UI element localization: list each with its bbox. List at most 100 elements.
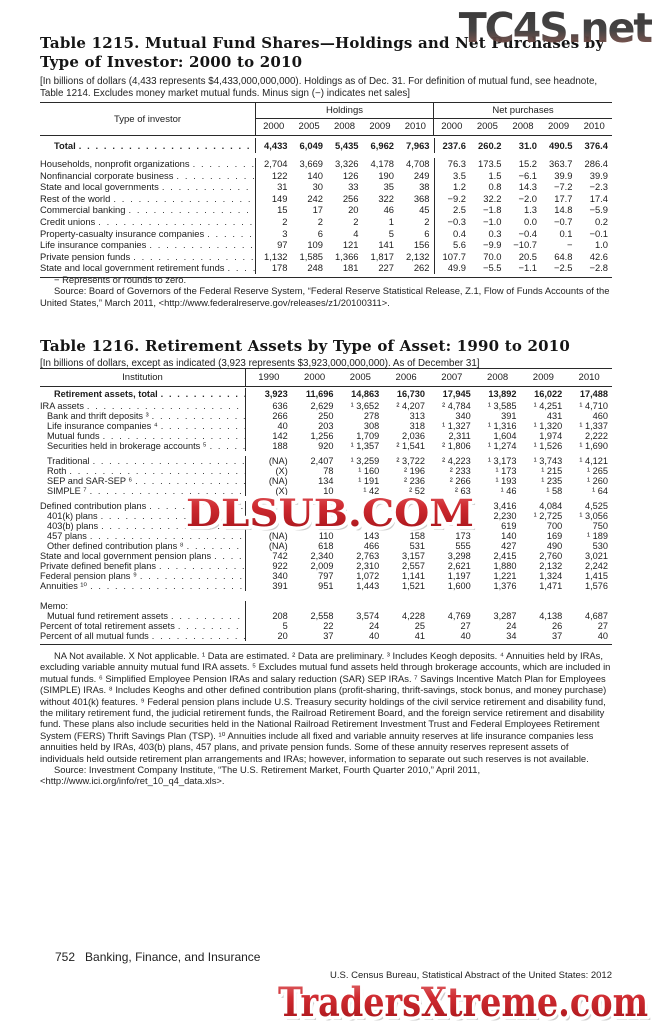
value-cell: ¹ 4,251 [533, 400, 563, 411]
group-label-holdings: Holdings [256, 103, 433, 119]
value-cell: 16,730 [396, 388, 425, 399]
value-cell: 0.8 [488, 181, 502, 193]
table-row: Rest of the world. . . . . . . . . . . .… [40, 192, 612, 205]
value-cell: (X) [275, 465, 288, 476]
row-label: Federal pension plans ⁹. . . . . . . . .… [40, 570, 246, 581]
value-cell: 20 [348, 204, 359, 216]
table-row: Private defined benefit plans. . . . . .… [40, 560, 612, 571]
dot-leader: . . . . . . . . . . . . . . . . . . . . … [101, 520, 245, 531]
value-cell: 750 [592, 520, 608, 531]
row-label: Bank and thrift deposits ³. . . . . . . … [40, 410, 246, 421]
value-cell: 618 [318, 540, 334, 551]
value-cell: 6 [317, 227, 323, 239]
year-header: 2000 [441, 121, 463, 132]
value-cell: 1,521 [402, 580, 425, 591]
value-cell: −5.9 [589, 204, 608, 216]
value-cell: −0.7 [553, 215, 573, 227]
value-cell: 20.5 [518, 250, 537, 262]
value-cell: 110 [318, 530, 334, 541]
table-1216: Institution 1990 2000 2005 2006 2007 2008 2009… [40, 368, 612, 645]
value-cell: 262 [398, 262, 435, 274]
table-row: Total. . . . . . . . . . . . . . . . . .… [40, 136, 612, 153]
dot-leader: . . . . . . . . . . . . . . . . . . . . … [207, 227, 255, 239]
value-cell: 14,863 [351, 388, 380, 399]
table-1215-source: Source: Board of Governors of the Federa… [40, 285, 610, 308]
row-label: Mutual funds. . . . . . . . . . . . . . … [40, 430, 246, 441]
value-cell: 1,817 [370, 250, 394, 262]
value-cell: 2,242 [585, 560, 608, 571]
dot-leader: . . . . . . . . . . . . . . . . . . . . … [69, 465, 245, 476]
value-cell: −6.1 [518, 169, 537, 181]
value-cell: 318 [409, 420, 425, 431]
dot-leader: . . . . . . . . . . . . . . . . . . . . … [133, 250, 255, 262]
value-cell: 2 [353, 215, 359, 227]
value-cell: 4,525 [585, 500, 608, 511]
value-cell: 531 [409, 540, 425, 551]
value-cell: ¹ 1,337 [579, 420, 608, 431]
value-cell: 4,708 [398, 158, 435, 170]
value-cell: ² 196 [404, 465, 425, 476]
value-cell: 951 [318, 580, 334, 591]
value-cell: 169 [546, 530, 563, 541]
dot-leader: . . . . . . . . . . . . . . . . . . . . … [92, 455, 245, 466]
value-cell: 2 [317, 215, 323, 227]
value-cell: 3 [282, 227, 288, 239]
value-cell: 2,036 [402, 430, 425, 441]
value-cell: 6,962 [370, 140, 394, 151]
value-cell: 0.3 [488, 227, 502, 239]
value-cell: 1,600 [447, 580, 471, 591]
dot-leader: . . . . . . . . . . . . . . . . . . . . … [160, 420, 245, 431]
value-cell: 39.9 [554, 169, 573, 181]
year-header: 2010 [583, 121, 605, 132]
value-cell: 31 [277, 181, 288, 193]
value-cell: 64.8 [554, 250, 573, 262]
value-cell: ¹ 1,526 [533, 440, 563, 451]
value-cell: 46 [383, 204, 394, 216]
value-cell: 31.0 [518, 140, 537, 151]
value-cell: 3,021 [585, 550, 608, 561]
row-label: Total. . . . . . . . . . . . . . . . . .… [40, 138, 256, 153]
value-cell: 5,435 [335, 140, 359, 151]
table-1216-stub-header: Institution [40, 369, 246, 386]
value-cell: ¹ 173 [495, 465, 517, 476]
value-cell: 920 [318, 440, 334, 451]
table-row: Life insurance companies ⁴. . . . . . . … [40, 420, 612, 431]
table-row: Mutual funds. . . . . . . . . . . . . . … [40, 430, 612, 441]
row-label: Private defined benefit plans. . . . . .… [40, 560, 246, 571]
value-cell: 17,488 [579, 388, 608, 399]
value-cell: 190 [378, 169, 394, 181]
value-cell: 466 [363, 540, 380, 551]
value-cell: 322 [378, 192, 394, 204]
value-cell: 0.0 [523, 215, 537, 227]
row-label: SIMPLE ⁷. . . . . . . . . . . . . . . . … [40, 485, 246, 496]
row-label: Nonfinancial corporate business. . . . .… [40, 169, 256, 182]
table-row: Annuities ¹⁰. . . . . . . . . . . . . . … [40, 580, 612, 591]
row-label: Life insurance companies ⁴. . . . . . . … [40, 420, 246, 431]
row-label: Annuities ¹⁰. . . . . . . . . . . . . . … [40, 580, 246, 591]
value-cell: 1,585 [299, 250, 323, 262]
value-cell: ¹ 3,056 [579, 510, 608, 521]
value-cell: ¹ 1,316 [487, 420, 517, 431]
value-cell: 248 [307, 262, 323, 274]
dot-leader: . . . . . . . . . . . . . . . . . . . . … [209, 440, 245, 451]
section-title: Banking, Finance, and Insurance [85, 950, 261, 964]
value-cell: 1,256 [310, 430, 334, 441]
table-row: Other defined contribution plans ⁸. . . … [40, 540, 612, 551]
value-cell: 376.4 [584, 140, 608, 151]
value-cell: 2,340 [310, 550, 334, 561]
value-cell: ¹ 260 [587, 475, 608, 486]
value-cell: 391 [272, 580, 288, 591]
value-cell: 40 [597, 630, 608, 641]
value-cell: 2,407 [310, 455, 334, 466]
value-cell: ¹ 3,585 [487, 400, 517, 411]
value-cell: 178 [271, 262, 288, 274]
value-cell: (NA) [268, 455, 288, 466]
row-label: Credit unions. . . . . . . . . . . . . .… [40, 215, 256, 228]
value-cell: 0.1 [559, 227, 573, 239]
value-cell: 39.9 [589, 169, 608, 181]
value-cell: 37 [323, 630, 334, 641]
row-label: Life insurance companies. . . . . . . . … [40, 239, 256, 251]
group-label-net-purchases: Net purchases [434, 103, 612, 119]
dot-leader: . . . . . . . . . . . . . . . . . . . . … [90, 580, 245, 591]
page-footer: 752 Banking, Finance, and Insurance [55, 950, 260, 964]
